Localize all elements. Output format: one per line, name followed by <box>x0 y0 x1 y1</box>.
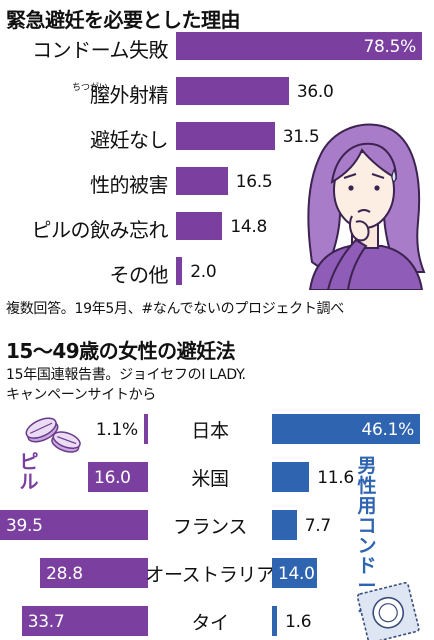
category-label: ピルの飲み忘れ <box>31 218 169 242</box>
pill-data-label: 28.8 <box>46 564 83 584</box>
country-label: 米国 <box>150 462 270 492</box>
bottom-source-note-line2: キャンペーンサイトから <box>6 387 156 403</box>
data-bar <box>176 77 289 105</box>
condom-data-label: 11.6 <box>317 468 354 488</box>
condom-bar <box>272 558 317 588</box>
data-label: 16.5 <box>235 172 273 192</box>
data-label: 2.0 <box>190 262 217 282</box>
pill-bar <box>143 414 148 444</box>
condom-package-icon <box>356 582 420 640</box>
pill-data-label: 16.0 <box>94 468 131 488</box>
pill-data-label: 1.1% <box>95 420 138 440</box>
condom-data-label: 46.1% <box>361 420 414 440</box>
pill-bar <box>21 606 148 636</box>
pill-series-label: ピル <box>19 451 39 493</box>
country-label: 日本 <box>150 414 270 444</box>
pill-data-label: 39.5 <box>6 516 43 536</box>
pill-tablets-icon <box>25 417 81 453</box>
top-source-note: 複数回答。19年5月、#なんでないのプロジェクト調べ <box>6 301 344 317</box>
condom-bar <box>272 510 297 540</box>
data-bar <box>176 212 223 240</box>
data-label: 31.5 <box>282 127 320 147</box>
condom-data-label: 14.0 <box>278 564 315 584</box>
worried-woman-icon <box>307 123 426 290</box>
data-label: 78.5% <box>363 37 416 57</box>
data-label: 36.0 <box>296 82 334 102</box>
condom-bar <box>272 606 278 636</box>
condom-data-label: 1.6 <box>285 612 312 632</box>
category-label: その他 <box>109 263 169 287</box>
pill-data-label: 33.7 <box>27 612 65 632</box>
country-label: オーストラリア <box>145 558 275 588</box>
category-label: 避妊なし <box>90 128 169 152</box>
country-label: フランス <box>150 510 270 540</box>
data-label: 14.8 <box>230 217 268 237</box>
data-bar <box>176 122 275 150</box>
top-chart-title: 緊急避妊を必要とした理由 <box>6 8 241 32</box>
bottom-chart-title: 15〜49歳の女性の避妊法 <box>6 339 236 363</box>
category-label: 性的被害 <box>90 173 169 197</box>
country-label: タイ <box>150 606 270 636</box>
category-label: 膣外射精 <box>90 83 169 107</box>
ruby-reading: ちつがい <box>72 83 109 93</box>
condom-bar <box>272 462 310 492</box>
pill-bar <box>0 510 148 540</box>
data-bar <box>176 32 422 60</box>
pill-bar <box>40 558 148 588</box>
condom-bar <box>272 414 420 444</box>
bottom-source-note-line1: 15年国連報告書。ジョイセフのI LADY. <box>6 367 246 383</box>
pill-bar <box>88 462 148 492</box>
data-bar <box>176 257 183 285</box>
category-label: コンドーム失敗 <box>32 38 168 62</box>
data-bar <box>176 167 228 195</box>
condom-data-label: 7.7 <box>304 516 331 536</box>
